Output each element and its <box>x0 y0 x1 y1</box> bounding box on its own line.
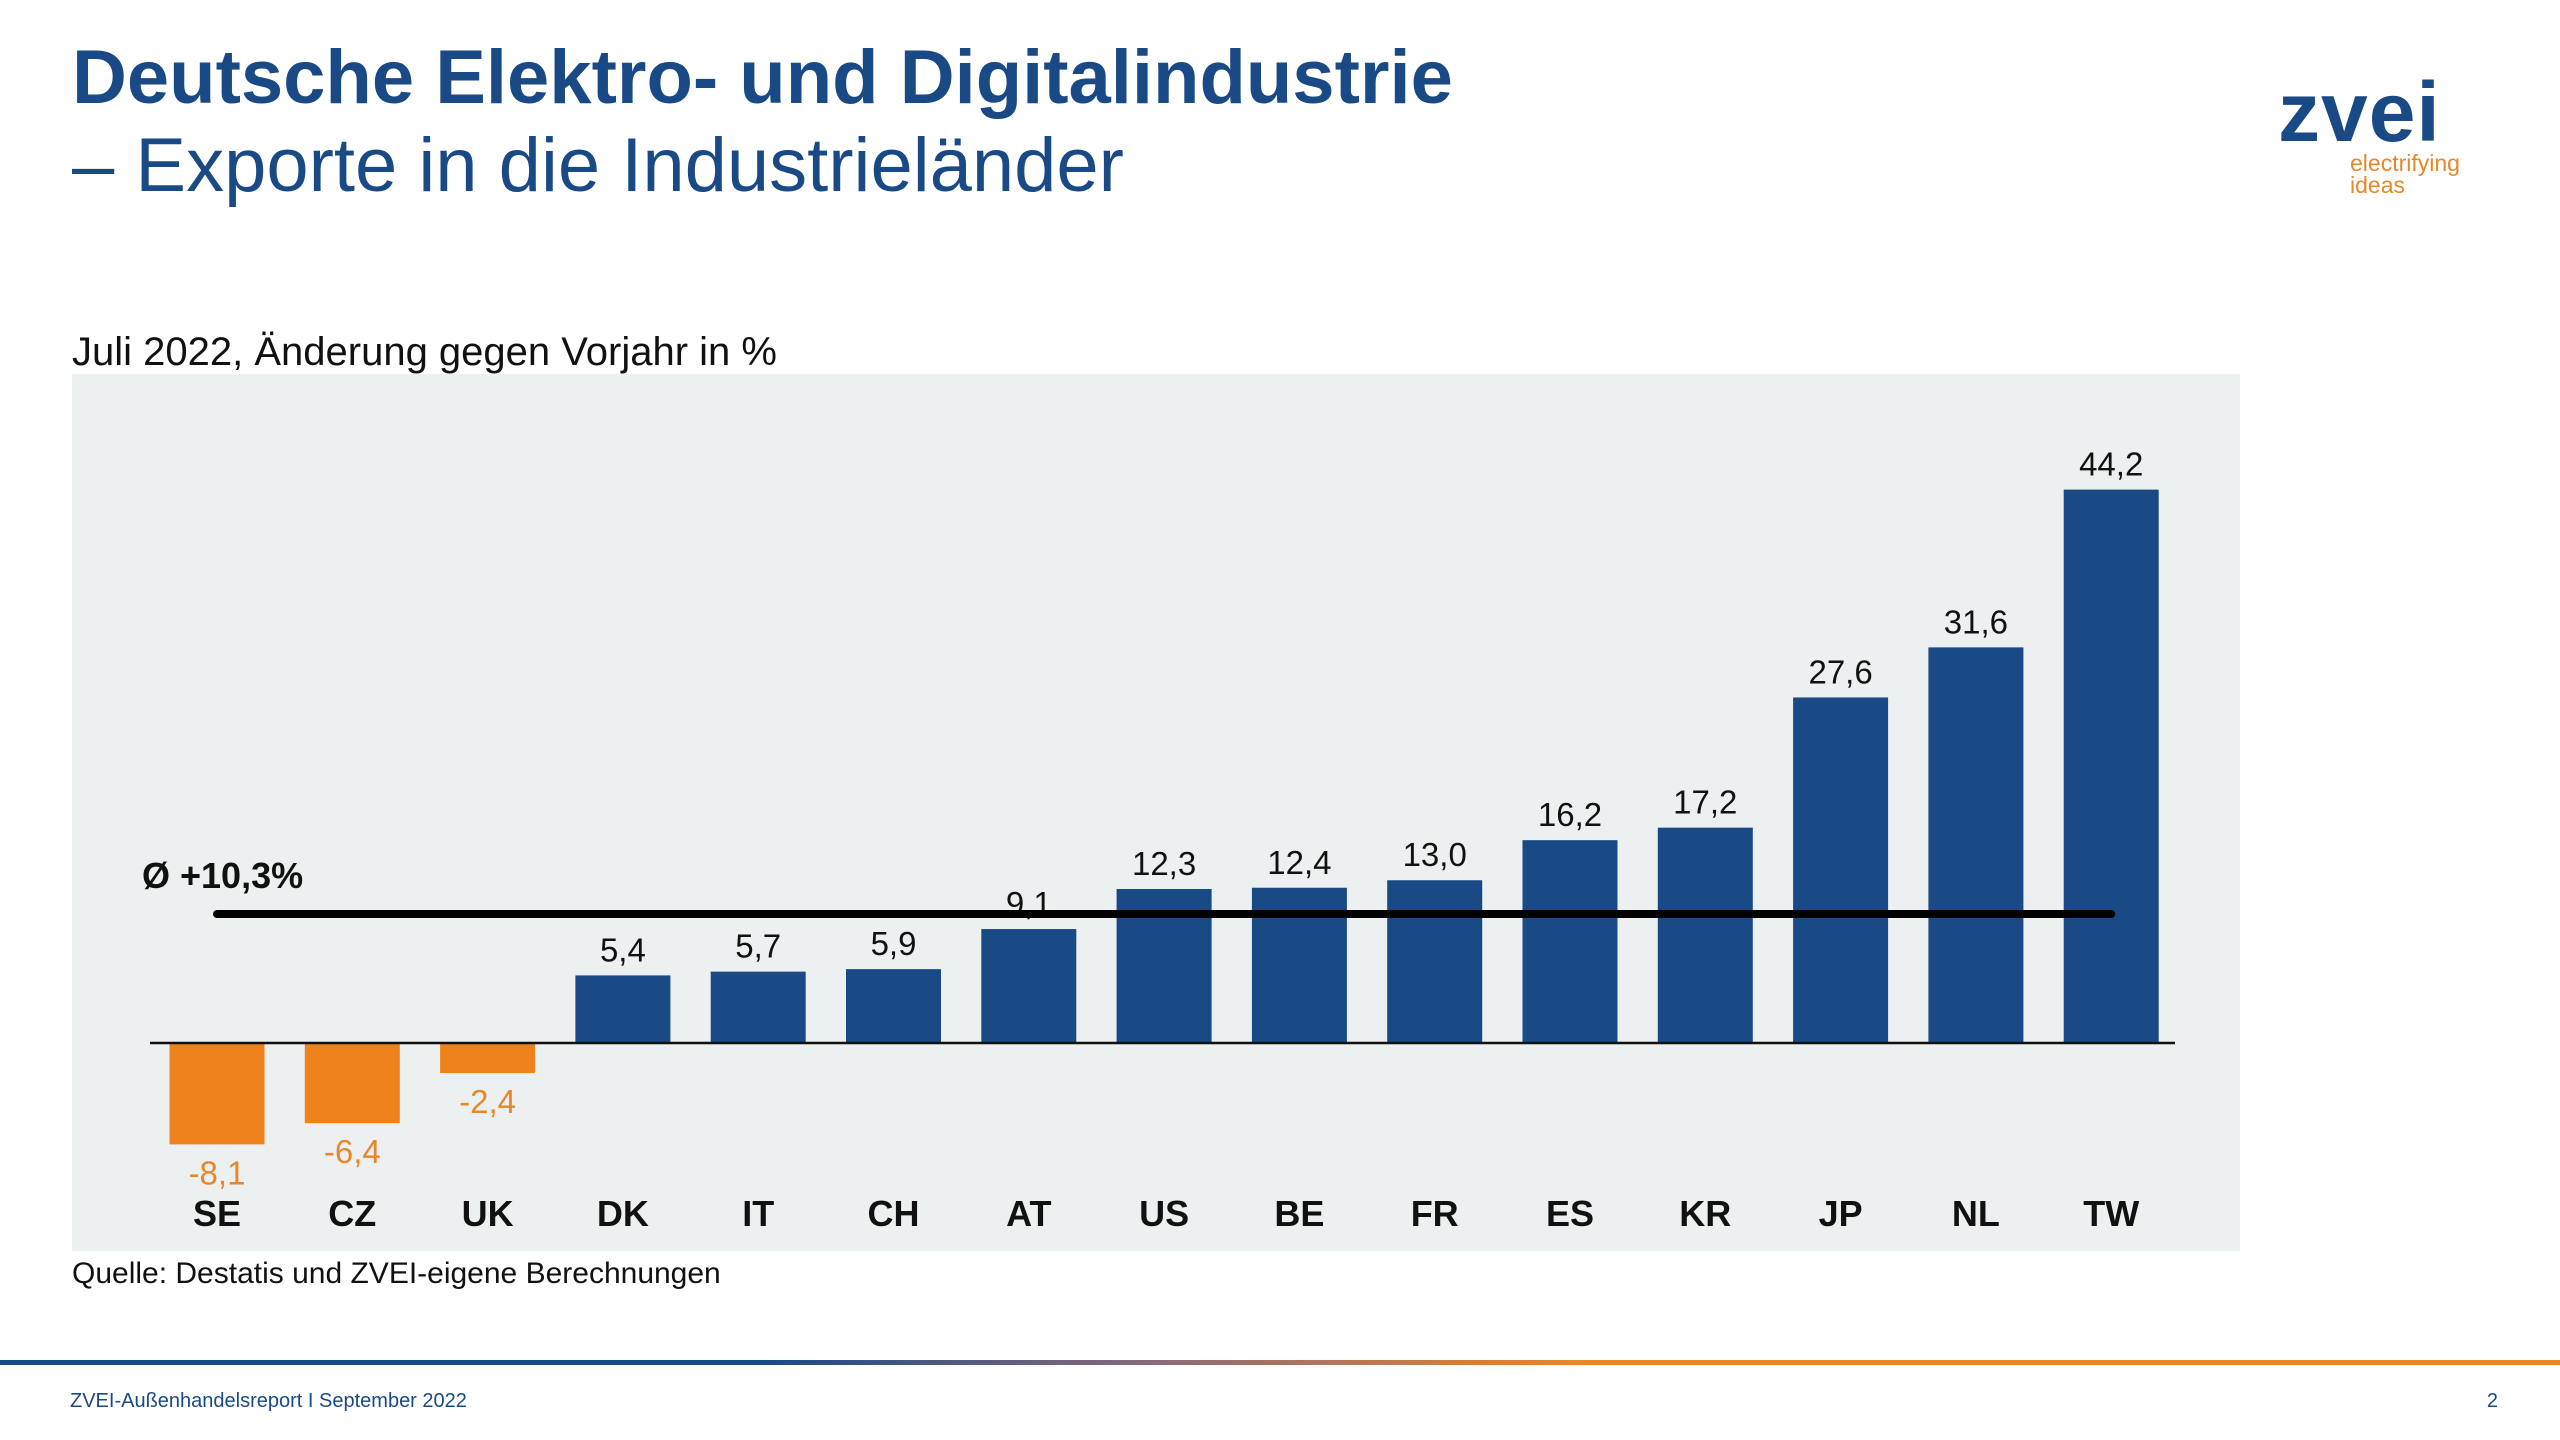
average-label: Ø +10,3% <box>142 855 303 896</box>
bar-DK <box>575 975 671 1043</box>
bar-KR <box>1657 827 1753 1043</box>
category-label-CH: CH <box>868 1193 920 1234</box>
source-note: Quelle: Destatis und ZVEI-eigene Berechn… <box>72 1257 721 1290</box>
bar-NL <box>1928 647 2024 1043</box>
data-label-TW: 44,2 <box>2079 446 2143 483</box>
category-label-AT: AT <box>1006 1193 1051 1234</box>
bar-ES <box>1522 840 1618 1043</box>
page-title: Deutsche Elektro- und Digitalindustrie <box>72 35 1453 120</box>
data-label-US: 12,3 <box>1132 845 1196 882</box>
category-label-US: US <box>1139 1193 1189 1234</box>
page-subtitle: – Exporte in die Industrieländer <box>72 123 1124 208</box>
category-label-TW: TW <box>2083 1193 2139 1234</box>
category-label-JP: JP <box>1819 1193 1863 1234</box>
bar-TW <box>2063 489 2159 1044</box>
category-label-NL: NL <box>1952 1193 2000 1234</box>
bar-IT <box>710 971 806 1043</box>
category-label-IT: IT <box>742 1193 774 1234</box>
category-label-BE: BE <box>1274 1193 1324 1234</box>
logo-tagline: electrifying ideas <box>2350 150 2460 198</box>
bar-JP <box>1793 697 1889 1043</box>
category-label-DK: DK <box>597 1193 649 1234</box>
category-label-SE: SE <box>193 1193 241 1234</box>
bar-CZ <box>304 1043 400 1124</box>
category-label-CZ: CZ <box>328 1193 376 1234</box>
data-label-NL: 31,6 <box>1944 603 2008 640</box>
page-number: 2 <box>2486 1390 2498 1412</box>
chart-title: Juli 2022, Änderung gegen Vorjahr in % <box>72 330 777 374</box>
data-label-UK: -2,4 <box>459 1083 516 1120</box>
data-label-DK: 5,4 <box>600 931 646 968</box>
logo-wordmark: zvei <box>2278 65 2441 159</box>
data-label-SE: -8,1 <box>189 1154 246 1191</box>
data-label-ES: 16,2 <box>1538 796 1602 833</box>
data-label-JP: 27,6 <box>1808 653 1872 690</box>
category-label-KR: KR <box>1679 1193 1731 1234</box>
data-label-FR: 13,0 <box>1403 836 1467 873</box>
data-label-IT: 5,7 <box>735 928 781 965</box>
footer-divider <box>0 1360 2560 1365</box>
category-label-ES: ES <box>1546 1193 1594 1234</box>
data-label-KR: 17,2 <box>1673 784 1737 821</box>
category-label-UK: UK <box>462 1193 514 1234</box>
zvei-logo: zvei electrifying ideas <box>2270 70 2490 200</box>
bar-SE <box>169 1043 265 1145</box>
data-label-BE: 12,4 <box>1267 844 1331 881</box>
data-label-CH: 5,9 <box>871 925 917 962</box>
footer-text: ZVEI-Außenhandelsreport I September 2022 <box>70 1390 467 1412</box>
bar-CH <box>846 969 941 1043</box>
category-label-FR: FR <box>1411 1193 1459 1234</box>
bar-AT <box>981 929 1077 1043</box>
bar-UK <box>440 1043 536 1074</box>
data-label-CZ: -6,4 <box>324 1133 381 1170</box>
bar-FR <box>1387 880 1483 1043</box>
